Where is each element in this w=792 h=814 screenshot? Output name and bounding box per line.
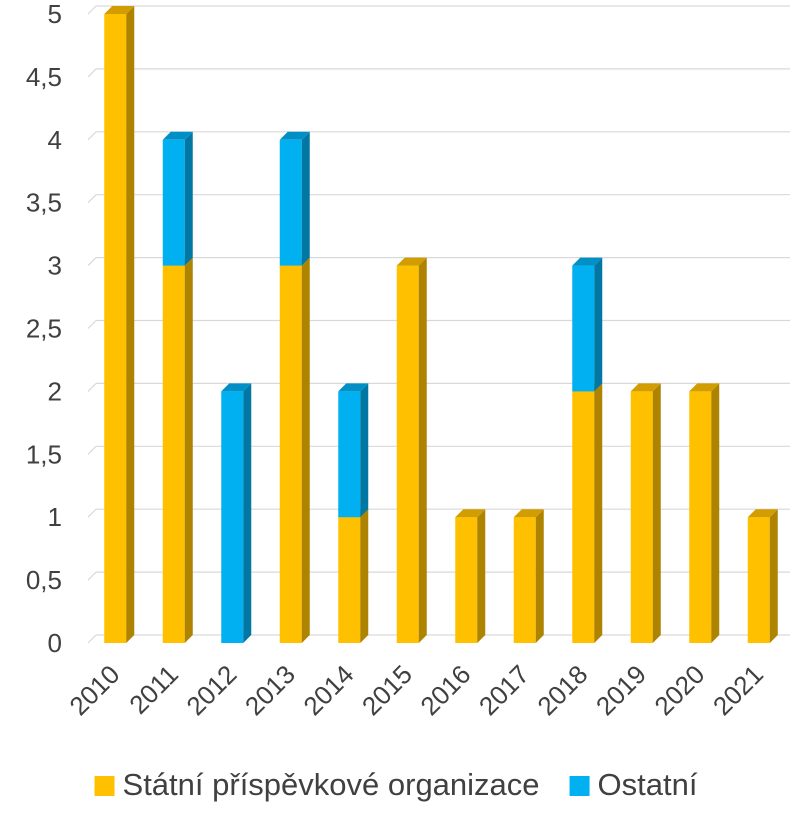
gridline-depth [88, 383, 96, 391]
gridline-depth [88, 321, 96, 329]
bar-segment [338, 383, 368, 517]
x-tick-label: 2016 [414, 659, 476, 721]
bar-side [594, 383, 602, 643]
bar-side [594, 258, 602, 392]
bar-side [536, 509, 544, 643]
bar-front [514, 517, 536, 643]
bar-segment [572, 383, 602, 643]
bar-front [397, 266, 419, 643]
bar-front [163, 266, 185, 643]
bar-side [360, 383, 368, 517]
bar-segment [631, 383, 661, 643]
x-tick-label: 2010 [63, 659, 125, 721]
gridline-depth [88, 572, 96, 580]
legend-item: Státní příspěvkové organizace [95, 767, 540, 802]
y-tick-label: 1 [48, 502, 62, 532]
bar-front [455, 517, 477, 643]
gridline-depth [88, 6, 96, 14]
x-tick-label: 2017 [473, 659, 535, 721]
bar-segment [455, 509, 485, 643]
gridline-depth [88, 132, 96, 140]
legend: Státní příspěvkové organizace Ostatní [95, 767, 698, 802]
bar-segment [104, 6, 134, 643]
bar-front [631, 391, 653, 643]
bar-side [477, 509, 485, 643]
y-axis: 0 0,5 1 1,5 2 2,5 3 3,5 4 4,5 5 [26, 0, 62, 658]
bar-segment [163, 132, 193, 266]
legend-label: Státní příspěvkové organizace [123, 767, 540, 802]
bar-side [653, 383, 661, 643]
y-tick-label: 3,5 [26, 188, 62, 218]
y-tick-label: 5 [48, 0, 62, 29]
gridline-depth [88, 446, 96, 454]
bar-segment [748, 509, 778, 643]
y-tick-label: 4 [48, 125, 62, 155]
y-tick-label: 1,5 [26, 439, 62, 469]
bar-side [302, 132, 310, 266]
bar-side [185, 132, 193, 266]
bar-front [748, 517, 770, 643]
bar-front [338, 517, 360, 643]
x-tick-label: 2014 [297, 659, 359, 721]
bar-side [419, 258, 427, 643]
x-tick-label: 2013 [239, 659, 301, 721]
x-axis: 2010201120122013201420152016201720182019… [63, 659, 769, 721]
bar-side [243, 383, 251, 643]
bar-segment [572, 258, 602, 392]
x-tick-label: 2015 [356, 659, 418, 721]
y-tick-label: 0 [48, 628, 62, 658]
bar-front [689, 391, 711, 643]
legend-label: Ostatní [598, 767, 698, 802]
bar-front [163, 140, 185, 266]
gridline-depth [88, 258, 96, 266]
y-tick-label: 0,5 [26, 565, 62, 595]
bar-front [338, 391, 360, 517]
bar-segment [689, 383, 719, 643]
bar-segment [280, 132, 310, 266]
gridline-depth [88, 635, 96, 643]
x-tick-label: 2021 [707, 659, 769, 721]
bar-segment [397, 258, 427, 643]
bar-segment [514, 509, 544, 643]
gridline-depth [88, 195, 96, 203]
bar-segment [163, 258, 193, 643]
bar-side [302, 258, 310, 643]
y-tick-label: 2 [48, 376, 62, 406]
gridline-depth [88, 69, 96, 77]
legend-swatch [95, 776, 115, 796]
bars [104, 6, 778, 643]
x-tick-label: 2018 [531, 659, 593, 721]
bar-front [104, 14, 126, 643]
x-tick-label: 2020 [648, 659, 710, 721]
x-tick-label: 2012 [180, 659, 242, 721]
bar-side [185, 258, 193, 643]
legend-item: Ostatní [570, 767, 698, 802]
gridline-depth [88, 509, 96, 517]
bar-side [770, 509, 778, 643]
y-tick-label: 4,5 [26, 62, 62, 92]
x-tick-label: 2019 [590, 659, 652, 721]
bar-segment [338, 509, 368, 643]
bar-front [572, 266, 594, 392]
bar-segment [221, 383, 251, 643]
bar-front [280, 266, 302, 643]
bar-front [572, 391, 594, 643]
bar-segment [280, 258, 310, 643]
gridlines [88, 6, 790, 643]
bar-side [126, 6, 134, 643]
bar-side [711, 383, 719, 643]
bar-front [221, 391, 243, 643]
bar-front [280, 140, 302, 266]
x-tick-label: 2011 [123, 659, 184, 720]
legend-swatch [570, 776, 590, 796]
y-tick-label: 2,5 [26, 314, 62, 344]
y-tick-label: 3 [48, 251, 62, 281]
bar-side [360, 509, 368, 643]
